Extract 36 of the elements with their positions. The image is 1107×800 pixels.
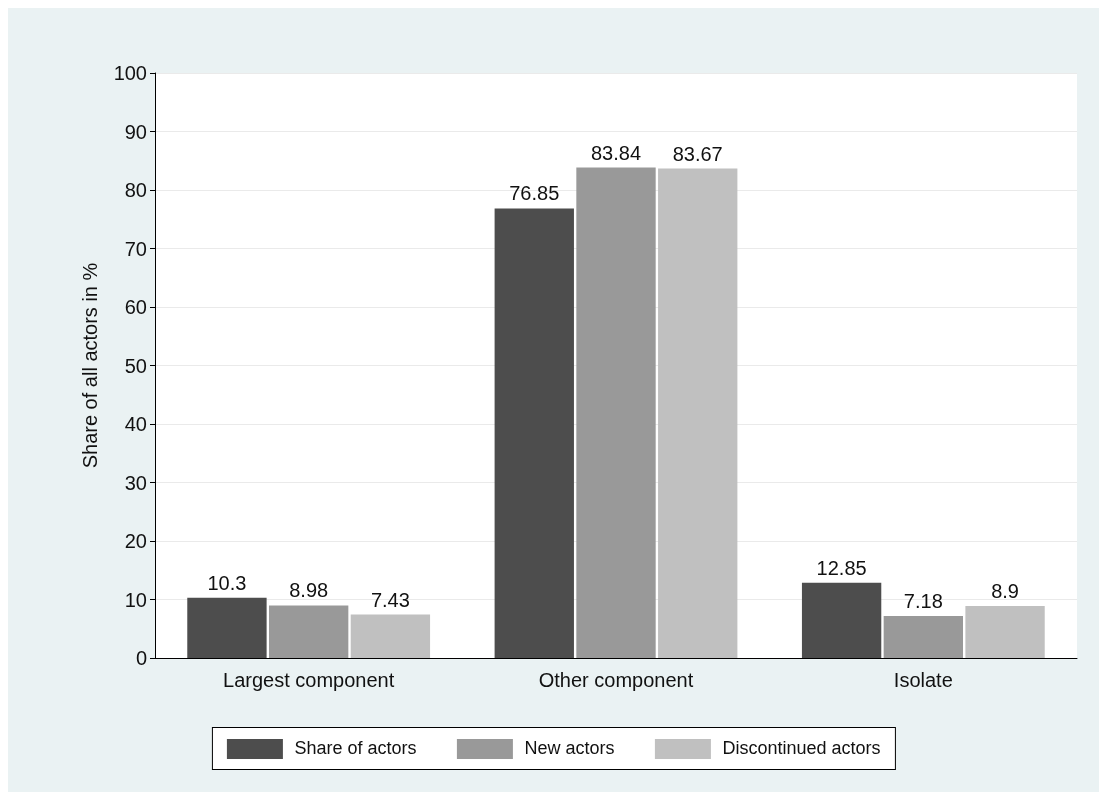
y-tick-label: 20 — [124, 530, 147, 552]
y-tick-label: 10 — [124, 588, 147, 611]
y-tick-label: 50 — [124, 354, 147, 377]
bar — [801, 582, 882, 658]
legend-label: Discontinued actors — [722, 738, 881, 759]
y-axis-title: Share of all actors in % — [79, 262, 101, 469]
data-label: 7.18 — [903, 590, 943, 612]
x-tick-label: Isolate — [893, 669, 953, 691]
y-tick-label: 0 — [135, 647, 147, 669]
y-tick-label: 30 — [124, 471, 147, 494]
y-tick-label: 40 — [124, 413, 147, 435]
data-label: 8.98 — [289, 579, 329, 602]
x-tick-label: Other component — [538, 669, 694, 691]
y-tick-label: 90 — [124, 120, 147, 143]
data-label: 8.9 — [991, 579, 1019, 602]
y-tick-label: 80 — [124, 179, 147, 201]
y-tick-label: 100 — [113, 62, 147, 84]
legend-label: Share of actors — [294, 738, 417, 759]
bar — [350, 614, 431, 658]
bar — [494, 208, 574, 658]
bar — [187, 597, 267, 658]
bar — [883, 616, 964, 658]
bar — [658, 168, 738, 658]
bar — [965, 605, 1045, 658]
data-label: 7.43 — [370, 588, 410, 611]
data-label: 10.3 — [207, 571, 247, 594]
legend-label: New actors — [524, 738, 615, 759]
bar — [268, 605, 349, 658]
data-label: 76.85 — [509, 182, 560, 205]
data-label: 12.85 — [816, 556, 867, 579]
data-label: 83.67 — [672, 142, 723, 165]
bar — [576, 167, 656, 658]
data-label: 83.84 — [590, 141, 642, 164]
x-tick-label: Largest component — [223, 669, 395, 691]
y-tick-label: 70 — [124, 237, 147, 260]
y-tick-label: 60 — [124, 296, 147, 318]
